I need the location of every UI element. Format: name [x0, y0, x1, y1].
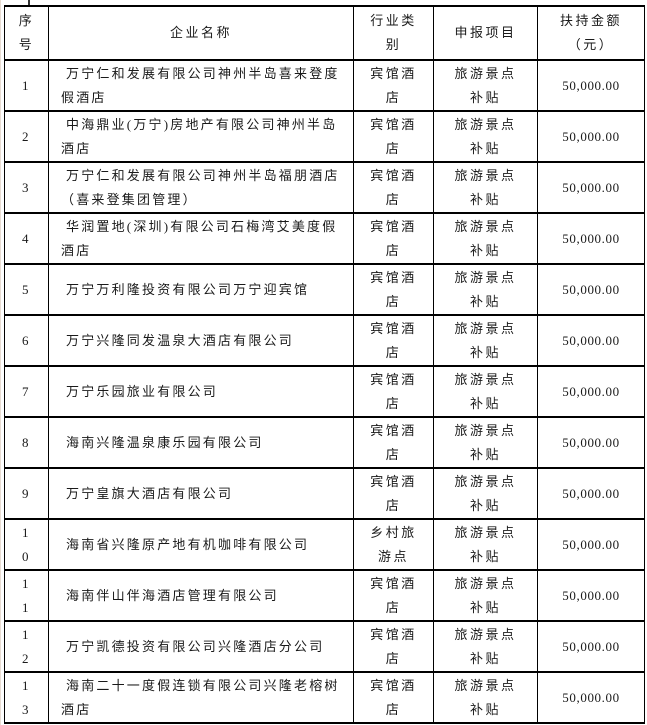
table-row: 9 万宁皇旗大酒店有限公司 宾馆酒店 旅游景点补贴 50,000.00	[4, 467, 645, 520]
table-row: 2 中海鼎业(万宁)房地产有限公司神州半岛 酒店 宾馆酒店 旅游景点补贴 50,…	[4, 110, 645, 163]
company-name-cell: 海南二十一度假连锁有限公司兴隆老榕树 酒店	[48, 671, 354, 724]
industry-cell: 宾馆酒店	[353, 671, 434, 724]
seq-cell: 7	[4, 365, 49, 418]
project-cell: 旅游景点补贴	[433, 569, 538, 622]
seq-cell: 8	[4, 416, 49, 469]
company-name-cell: 华润置地(深圳)有限公司石梅湾艾美度假 酒店	[48, 212, 354, 265]
amount-cell: 50,000.00	[537, 671, 645, 724]
company-name-cell: 万宁凯德投资有限公司兴隆酒店分公司	[48, 620, 354, 673]
header-seq: 序号	[4, 5, 49, 61]
industry-cell: 宾馆酒店	[353, 416, 434, 469]
industry-cell: 宾馆酒店	[353, 161, 434, 214]
industry-cell: 宾馆酒店	[353, 365, 434, 418]
amount-cell: 50,000.00	[537, 212, 645, 265]
company-name-cell: 海南兴隆温泉康乐园有限公司	[48, 416, 354, 469]
amount-cell: 50,000.00	[537, 263, 645, 316]
header-row: 序号 企业名称 行业类别 申报项目 扶持金额（元）	[4, 5, 645, 61]
amount-cell: 50,000.00	[537, 518, 645, 571]
company-name-cell: 万宁仁和发展有限公司神州半岛福朋酒店 （喜来登集团管理）	[48, 161, 354, 214]
industry-cell: 宾馆酒店	[353, 569, 434, 622]
table-row: 1 万宁仁和发展有限公司神州半岛喜来登度 假酒店 宾馆酒店 旅游景点补贴 50,…	[4, 59, 645, 112]
seq-cell: 11	[4, 569, 49, 622]
industry-cell: 宾馆酒店	[353, 314, 434, 367]
amount-cell: 50,000.00	[537, 569, 645, 622]
amount-cell: 50,000.00	[537, 467, 645, 520]
seq-cell: 6	[4, 314, 49, 367]
seq-cell: 10	[4, 518, 49, 571]
table-row: 13 海南二十一度假连锁有限公司兴隆老榕树 酒店 宾馆酒店 旅游景点补贴 50,…	[4, 671, 645, 724]
scan-edge-artifact	[0, 0, 1, 725]
subsidy-table: 序号 企业名称 行业类别 申报项目 扶持金额（元） 1 万宁仁和发展有限公司神州…	[4, 5, 645, 724]
project-cell: 旅游景点补贴	[433, 263, 538, 316]
seq-cell: 13	[4, 671, 49, 724]
header-project: 申报项目	[433, 5, 538, 61]
table-row: 10 海南省兴隆原产地有机咖啡有限公司 乡村旅游点 旅游景点补贴 50,000.…	[4, 518, 645, 571]
company-name-cell: 万宁仁和发展有限公司神州半岛喜来登度 假酒店	[48, 59, 354, 112]
header-industry: 行业类别	[353, 5, 434, 61]
header-amount: 扶持金额（元）	[537, 5, 645, 61]
industry-cell: 宾馆酒店	[353, 110, 434, 163]
seq-cell: 9	[4, 467, 49, 520]
project-cell: 旅游景点补贴	[433, 620, 538, 673]
industry-cell: 宾馆酒店	[353, 620, 434, 673]
industry-cell: 宾馆酒店	[353, 467, 434, 520]
industry-cell: 宾馆酒店	[353, 212, 434, 265]
seq-cell: 5	[4, 263, 49, 316]
table-row: 3 万宁仁和发展有限公司神州半岛福朋酒店 （喜来登集团管理） 宾馆酒店 旅游景点…	[4, 161, 645, 214]
project-cell: 旅游景点补贴	[433, 671, 538, 724]
table-body: 1 万宁仁和发展有限公司神州半岛喜来登度 假酒店 宾馆酒店 旅游景点补贴 50,…	[4, 59, 645, 724]
table-header: 序号 企业名称 行业类别 申报项目 扶持金额（元）	[4, 5, 645, 61]
industry-cell: 乡村旅游点	[353, 518, 434, 571]
amount-cell: 50,000.00	[537, 314, 645, 367]
table-row: 12 万宁凯德投资有限公司兴隆酒店分公司 宾馆酒店 旅游景点补贴 50,000.…	[4, 620, 645, 673]
company-name-cell: 海南伴山伴海酒店管理有限公司	[48, 569, 354, 622]
project-cell: 旅游景点补贴	[433, 110, 538, 163]
amount-cell: 50,000.00	[537, 620, 645, 673]
amount-cell: 50,000.00	[537, 365, 645, 418]
amount-cell: 50,000.00	[537, 59, 645, 112]
amount-cell: 50,000.00	[537, 161, 645, 214]
company-name-cell: 海南省兴隆原产地有机咖啡有限公司	[48, 518, 354, 571]
company-name-cell: 万宁皇旗大酒店有限公司	[48, 467, 354, 520]
project-cell: 旅游景点补贴	[433, 212, 538, 265]
company-name-cell: 中海鼎业(万宁)房地产有限公司神州半岛 酒店	[48, 110, 354, 163]
project-cell: 旅游景点补贴	[433, 365, 538, 418]
amount-cell: 50,000.00	[537, 416, 645, 469]
table-row: 8 海南兴隆温泉康乐园有限公司 宾馆酒店 旅游景点补贴 50,000.00	[4, 416, 645, 469]
table-row: 7 万宁乐园旅业有限公司 宾馆酒店 旅游景点补贴 50,000.00	[4, 365, 645, 418]
table-row: 11 海南伴山伴海酒店管理有限公司 宾馆酒店 旅游景点补贴 50,000.00	[4, 569, 645, 622]
company-name-cell: 万宁乐园旅业有限公司	[48, 365, 354, 418]
table-row: 6 万宁兴隆同发温泉大酒店有限公司 宾馆酒店 旅游景点补贴 50,000.00	[4, 314, 645, 367]
company-name-cell: 万宁万利隆投资有限公司万宁迎宾馆	[48, 263, 354, 316]
industry-cell: 宾馆酒店	[353, 263, 434, 316]
company-name-cell: 万宁兴隆同发温泉大酒店有限公司	[48, 314, 354, 367]
project-cell: 旅游景点补贴	[433, 518, 538, 571]
seq-cell: 1	[4, 59, 49, 112]
seq-cell: 3	[4, 161, 49, 214]
project-cell: 旅游景点补贴	[433, 59, 538, 112]
seq-cell: 2	[4, 110, 49, 163]
project-cell: 旅游景点补贴	[433, 161, 538, 214]
project-cell: 旅游景点补贴	[433, 416, 538, 469]
amount-cell: 50,000.00	[537, 110, 645, 163]
scan-mark-artifact	[28, 0, 30, 5]
seq-cell: 4	[4, 212, 49, 265]
project-cell: 旅游景点补贴	[433, 314, 538, 367]
table-row: 5 万宁万利隆投资有限公司万宁迎宾馆 宾馆酒店 旅游景点补贴 50,000.00	[4, 263, 645, 316]
industry-cell: 宾馆酒店	[353, 59, 434, 112]
project-cell: 旅游景点补贴	[433, 467, 538, 520]
header-company: 企业名称	[48, 5, 354, 61]
seq-cell: 12	[4, 620, 49, 673]
table-row: 4 华润置地(深圳)有限公司石梅湾艾美度假 酒店 宾馆酒店 旅游景点补贴 50,…	[4, 212, 645, 265]
